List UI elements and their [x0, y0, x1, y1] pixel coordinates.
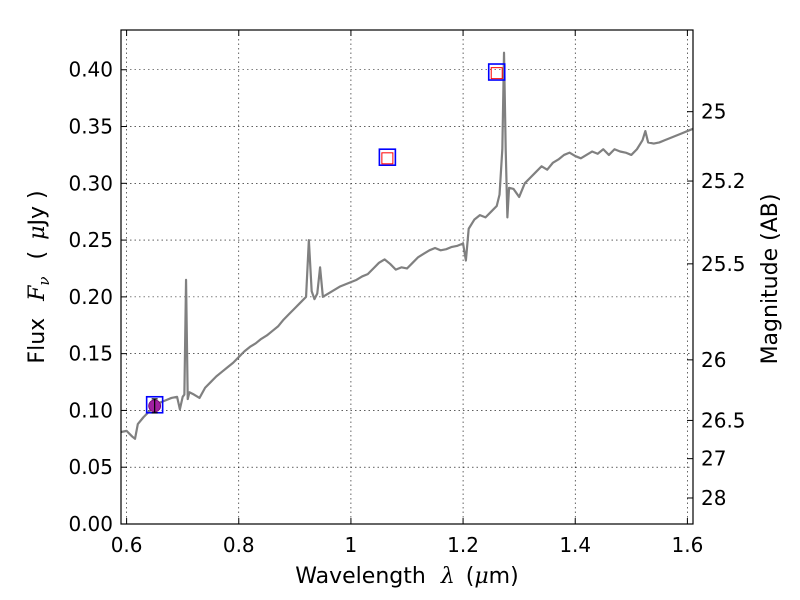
plot-frame: [120, 29, 694, 525]
plot-area: [121, 51, 693, 440]
x-tick-label: 0.8: [223, 533, 255, 557]
y-tick-label: 0.40: [68, 58, 113, 82]
axes: 0.6 0.8 1 1.2 1.4 1.6 0.00 0.05 0.10 0.15 0.20 0.25…: [68, 30, 746, 557]
x-tick-label: 1.2: [447, 533, 479, 557]
photometry-blue-square: [378, 148, 397, 166]
y-tick-label: 0.30: [68, 171, 113, 195]
y-axis-label: Flux Fν ( μJy ): [25, 190, 55, 363]
y2-tick-label: 28: [701, 486, 726, 510]
y-tick-label: 0.25: [68, 228, 113, 252]
photometry-blue-square: [487, 63, 506, 81]
y2-tick-label: 25: [701, 100, 726, 124]
photometry-red-square: [381, 152, 394, 165]
y2-tick-label: 26.5: [701, 408, 746, 432]
x-tick-label: 1: [345, 533, 358, 557]
x-axis-label: Wavelength λ (μm): [295, 564, 518, 589]
y2-axis-label: Magnitude (AB): [758, 194, 783, 365]
y-tick-label: 0.35: [68, 115, 113, 139]
photometry-red-square: [490, 67, 503, 80]
y2-tick-label: 25.2: [701, 169, 746, 193]
y-tick-label: 0.20: [68, 285, 113, 309]
y-tick-label: 0.10: [68, 398, 113, 422]
y2-tick-label: 27: [701, 447, 726, 471]
y2-tick-label: 26: [701, 348, 726, 372]
y2-tick-label: 25.5: [701, 252, 746, 276]
x-tick-label: 1.4: [559, 533, 591, 557]
y-tick-label: 0.15: [68, 342, 113, 366]
spectrum-line: [121, 51, 693, 440]
grid-lines: [121, 30, 693, 525]
x-tick-label: 0.6: [111, 533, 143, 557]
y-tick-label: 0.00: [68, 512, 113, 536]
y-tick-label: 0.05: [68, 455, 113, 479]
x-tick-label: 1.6: [671, 533, 703, 557]
